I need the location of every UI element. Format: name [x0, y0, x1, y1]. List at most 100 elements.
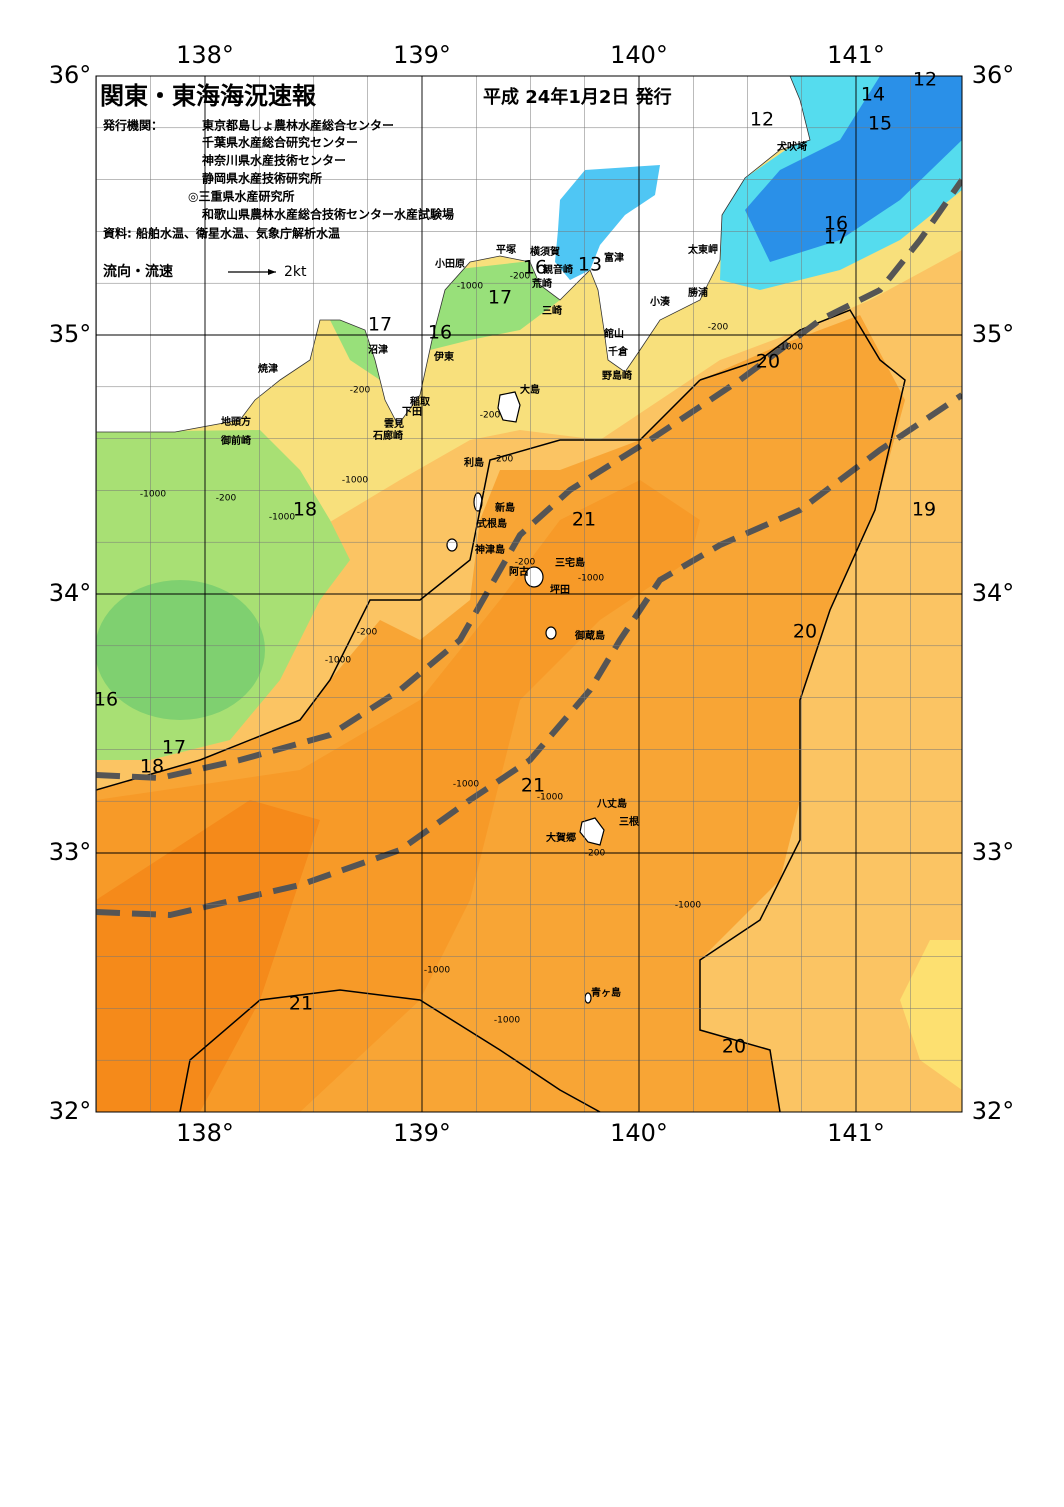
- place-name: 平塚: [496, 243, 516, 256]
- isotherm-label: 17: [488, 287, 512, 309]
- depth-label: -200: [493, 455, 514, 465]
- place-name: 阿古: [509, 565, 529, 578]
- lat-label: 33°: [972, 838, 1015, 866]
- isotherm-label: 18: [293, 499, 317, 521]
- publisher: 静岡県水産技術研究所: [202, 171, 322, 186]
- isotherm-label: 16: [428, 322, 452, 344]
- place-name: 太東岬: [687, 243, 718, 256]
- depth-label: -200: [585, 849, 606, 859]
- place-name: 式根島: [477, 517, 507, 530]
- depth-label: -1000: [537, 793, 563, 803]
- depth-label: -1000: [494, 1016, 520, 1026]
- isotherm-label: 16: [94, 689, 118, 711]
- publisher: 東京都島しょ農林水産総合センター: [202, 118, 394, 133]
- isotherm-label: 17: [368, 314, 392, 336]
- island: [579, 817, 605, 846]
- place-name: 野島崎: [602, 369, 632, 382]
- title: 関東・東海海況速報: [100, 82, 317, 110]
- place-name: 八丈島: [596, 797, 627, 810]
- place-name: 勝浦: [688, 286, 708, 299]
- isotherm-label: 20: [756, 351, 780, 373]
- place-name: 新島: [495, 501, 515, 514]
- map-area: [96, 76, 962, 1112]
- place-name: 三根: [619, 815, 639, 828]
- depth-label: -1000: [453, 780, 479, 790]
- depth-label: -1000: [140, 490, 166, 500]
- island: [446, 538, 458, 552]
- isotherm-label: 16: [523, 257, 547, 279]
- cool-water: [900, 940, 962, 1090]
- isotherm-label: 21: [289, 993, 313, 1015]
- place-name: 小湊: [649, 295, 671, 308]
- legend-speed: 2kt: [284, 264, 307, 280]
- depth-label: -200: [216, 494, 237, 504]
- place-name: 館山: [603, 327, 624, 340]
- lat-label: 36°: [972, 61, 1015, 89]
- kuroshio-edge: [96, 178, 962, 782]
- lat-label: 35°: [972, 320, 1015, 348]
- isotherm-label: 17: [162, 737, 186, 759]
- place-name: 千倉: [608, 345, 629, 358]
- place-name: 利島: [464, 456, 484, 469]
- depth-label: -200: [350, 386, 371, 396]
- warm-water: [96, 800, 320, 1112]
- isotherm-label: 20: [722, 1036, 746, 1058]
- isotherm-line: [179, 989, 601, 1112]
- depth-label: -1000: [269, 513, 295, 523]
- place-name: 沼津: [368, 343, 388, 356]
- depth-label: -1000: [675, 901, 701, 911]
- isotherm-label: 21: [572, 509, 596, 531]
- depth-label: -200: [510, 272, 531, 282]
- place-name: 雲見: [384, 418, 404, 430]
- depth-label: -200: [515, 558, 536, 568]
- depth-label: -1000: [325, 656, 351, 666]
- island: [524, 566, 544, 588]
- depth-label: -1000: [342, 476, 368, 486]
- isotherm-label: 20: [793, 621, 817, 643]
- depth-label: -1000: [457, 282, 483, 292]
- place-name: 焼津: [258, 362, 278, 375]
- lon-label: 139°: [393, 1119, 451, 1147]
- place-name: 犬吠埼: [777, 140, 807, 153]
- island: [497, 391, 521, 423]
- lon-label: 141°: [827, 41, 885, 69]
- publisher-label: 発行機関：: [102, 118, 163, 133]
- cold-water: [745, 76, 962, 262]
- isotherm-label: 12: [913, 69, 937, 91]
- isotherm-label: 17: [824, 227, 848, 249]
- isotherm-line: [96, 379, 701, 791]
- isotherm-label: 14: [861, 84, 885, 106]
- kuroshio-edge: [96, 392, 962, 919]
- legend-label: 流向・流速: [103, 263, 173, 280]
- place-name: 青ヶ島: [591, 986, 621, 999]
- place-name: 稲取: [410, 395, 431, 408]
- place-name: 小田原: [434, 257, 465, 270]
- labels: 138° 138° 139° 139° 140° 140° 141° 141° 36° 36° 35…: [49, 41, 1015, 1147]
- lon-label: 139°: [393, 41, 451, 69]
- place-name: 坪田: [550, 583, 570, 596]
- isotherm-label: 16: [824, 213, 848, 235]
- place-name: 観音崎: [543, 263, 573, 276]
- isotherm-label: 21: [521, 775, 545, 797]
- depth-label: -200: [480, 411, 501, 421]
- isotherm-label: 13: [578, 254, 602, 276]
- lat-label: 33°: [49, 838, 92, 866]
- isotherm-label: 18: [140, 756, 164, 778]
- place-name: 神津島: [475, 543, 505, 556]
- place-name: 大島: [520, 383, 540, 396]
- cold-water: [96, 580, 265, 720]
- place-name: 大賀郷: [546, 831, 576, 844]
- place-name: 荒崎: [531, 277, 552, 290]
- place-name: 三宅島: [555, 556, 585, 569]
- lon-label: 138°: [176, 41, 234, 69]
- depth-label: -1000: [777, 343, 803, 353]
- lat-label: 35°: [49, 320, 92, 348]
- depth-label: -1000: [424, 966, 450, 976]
- isotherm-label: 12: [750, 109, 774, 131]
- lon-label: 140°: [610, 41, 668, 69]
- tokyo-bay: [555, 165, 660, 280]
- source: 資料: 船舶水温、衛星水温、気象庁解析水温: [103, 226, 340, 241]
- lat-label: 32°: [49, 1097, 92, 1125]
- legend-arrow-head: [268, 269, 276, 275]
